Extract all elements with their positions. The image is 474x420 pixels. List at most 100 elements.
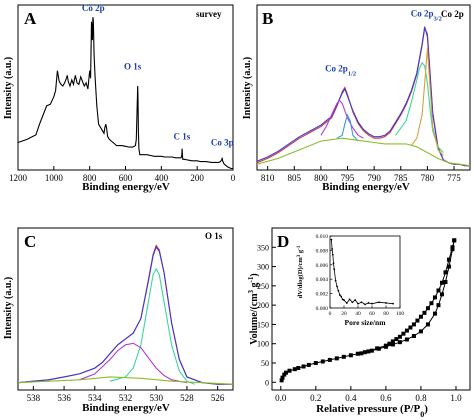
inset-data-point (332, 262, 335, 265)
inset-data-point (392, 302, 394, 305)
inset-data-point (330, 238, 333, 241)
panel-annotation: survey (196, 9, 222, 19)
data-point (280, 375, 285, 380)
series-line (410, 48, 444, 156)
data-point (355, 351, 360, 356)
data-point (429, 301, 434, 306)
data-point (404, 328, 409, 333)
data-point (432, 311, 437, 316)
x-tick-label: 0 (231, 173, 236, 183)
inset-data-point (364, 303, 366, 306)
x-tick-label: 0.4 (345, 393, 357, 403)
inset-data-point (348, 298, 351, 301)
panel-letter: D (277, 232, 289, 251)
panel-annotation: Co 2p (441, 9, 464, 19)
x-tick-label: 800 (314, 173, 328, 183)
x-axis-label: Binding energy/eV (82, 181, 170, 193)
panel-a: A survey Intensity (a.u.) Binding energy… (3, 3, 236, 193)
x-tick-label: 200 (190, 173, 204, 183)
x-tick-label: 1000 (45, 173, 64, 183)
data-point (390, 339, 395, 344)
data-point (436, 303, 441, 308)
data-point (334, 356, 339, 361)
series-line (109, 267, 195, 385)
inset-data-point (338, 294, 341, 296)
inset-x-axis-label: Pore size/nm (345, 318, 387, 327)
data-point (418, 329, 423, 334)
series-line (395, 61, 444, 153)
y-tick-label: 0 (265, 378, 269, 387)
data-point (439, 280, 444, 285)
x-tick-label: 785 (394, 173, 408, 183)
x-tick-label: 534 (88, 393, 102, 403)
inset-y-tick-label: 0.006 (316, 263, 329, 269)
y-tick-label: 250 (257, 282, 269, 291)
series-line (79, 342, 188, 384)
y-axis-label: Intensity (a.u.) (242, 57, 253, 120)
series-line (336, 113, 359, 142)
inset-y-tick-label: 0.002 (316, 292, 329, 298)
x-tick-label: 528 (180, 393, 194, 403)
x-tick-label: 0.8 (415, 393, 427, 403)
inset-data-point (331, 248, 333, 250)
inset-data-point (354, 299, 357, 301)
inset-data-point (340, 295, 343, 298)
x-tick-label: 538 (27, 393, 41, 403)
inset-data-point (337, 289, 340, 292)
series-line (17, 244, 233, 385)
peak-label: Co 3p (211, 138, 234, 148)
data-point (411, 334, 416, 338)
x-tick-label: 0.0 (275, 393, 287, 403)
inset-x-tick-label: 20 (341, 311, 347, 317)
y-tick-label: 350 (257, 243, 269, 252)
series-line (256, 137, 471, 167)
x-tick-label: 532 (119, 393, 133, 403)
panel-letter: C (24, 232, 36, 251)
plot-frame (271, 227, 471, 391)
panel-c: C O 1s Intensity (a.u.) Binding energy/e… (3, 227, 234, 414)
x-tick-label: 775 (447, 173, 461, 183)
y-axis-label: Intensity (a.u.) (3, 277, 14, 340)
plot-frame (256, 4, 471, 171)
x-axis-label: Binding energy/eV (322, 181, 410, 193)
x-axis-label: Binding energy/eV (82, 402, 170, 414)
y-axis-label: Intensity (a.u.) (3, 57, 14, 120)
x-tick-label: 400 (155, 173, 169, 183)
data-point (359, 351, 364, 356)
inset-data-point (343, 299, 345, 301)
data-point (296, 366, 301, 371)
x-axis-label: Relative pressure (P/P0) (316, 403, 428, 419)
data-point (279, 378, 284, 383)
data-point (284, 370, 289, 375)
series-line (320, 99, 364, 139)
x-tick-label: 790 (367, 173, 381, 183)
data-point (287, 368, 292, 373)
data-point (418, 314, 423, 319)
inset-y-axis-label: dV/dlog(D)/cm3 g-1 (297, 245, 305, 298)
data-point (411, 322, 416, 327)
data-point (415, 318, 420, 323)
x-tick-label: 0.6 (380, 393, 392, 403)
inset-data-point (367, 302, 370, 304)
series-line (17, 245, 233, 385)
panel-annotation: O 1s (205, 231, 223, 241)
x-tick-label: 805 (288, 173, 302, 183)
x-tick-label: 780 (421, 173, 435, 183)
inset-y-tick-label: 0.004 (316, 277, 329, 283)
data-point (401, 331, 406, 336)
data-point (404, 337, 409, 342)
data-point (292, 367, 297, 372)
inset-x-tick-label: 40 (355, 311, 361, 317)
data-point (387, 341, 392, 346)
x-tick-label: 1200 (9, 173, 28, 183)
data-point (425, 322, 430, 327)
peak-label: Co 2p3/2 (411, 8, 442, 22)
data-point (320, 359, 325, 364)
plot-frame (17, 227, 234, 391)
inset-x-tick-label: 60 (369, 311, 375, 317)
peak-label: C 1s (174, 132, 191, 142)
data-point (366, 349, 371, 354)
data-point (452, 238, 457, 243)
data-point (394, 337, 399, 342)
x-tick-label: 600 (119, 173, 133, 183)
